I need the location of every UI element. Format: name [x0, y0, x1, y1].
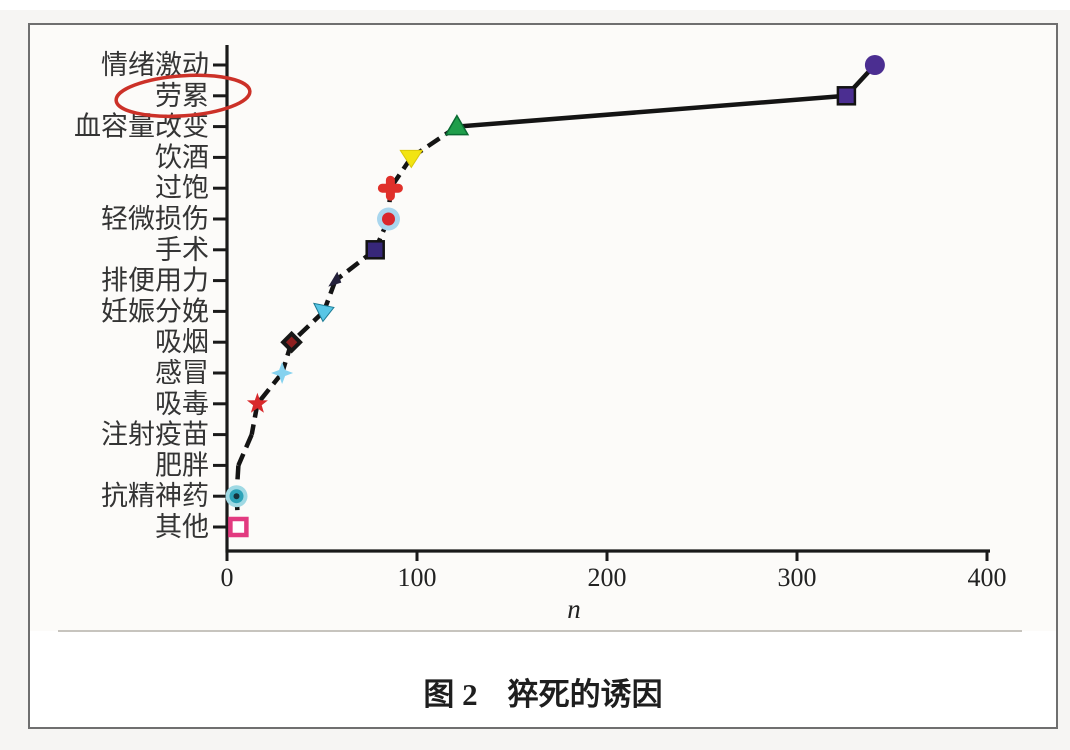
series-line-segment — [456, 93, 847, 129]
y-axis-label: 劳累 — [155, 81, 209, 111]
data-point-marker — [280, 330, 303, 354]
y-axis-label: 饮酒 — [155, 142, 209, 172]
y-axis-label: 手术 — [155, 235, 209, 265]
x-axis-tick-label: 200 — [588, 563, 627, 592]
data-point-marker — [228, 516, 249, 538]
series-line-segment — [236, 433, 254, 467]
y-axis-label: 过饱 — [155, 173, 209, 203]
series-line-segment — [255, 371, 284, 406]
y-axis-label: 感冒 — [155, 358, 209, 388]
x-axis-tick-label: 100 — [398, 563, 437, 592]
figure-caption: 图 2 猝死的诱因 — [30, 661, 1056, 721]
data-point-marker — [377, 207, 400, 231]
chart-area: 情绪激动 劳累 血容量改变 饮酒 过饱 轻微损伤 手术 排便用力 妊娠分娩 吸烟 感冒 吸毒 注射疫苗肥… — [30, 25, 1056, 633]
triggers-chart: 情绪激动劳累血容量改变饮酒过饱轻微损伤手术排便用力妊娠分娩吸烟感冒吸毒注射疫苗肥… — [30, 25, 1056, 632]
x-axis-tick-label: 0 — [221, 563, 234, 592]
plot-background — [30, 25, 1056, 631]
data-point-marker — [328, 271, 342, 287]
hand-drawn-ellipse-annotation — [114, 73, 252, 119]
y-axis-label: 注射疫苗 — [101, 420, 209, 450]
data-point-marker — [365, 240, 385, 260]
figure-frame: 情绪激动 劳累 血容量改变 饮酒 过饱 轻微损伤 手术 排便用力 妊娠分娩 吸烟 感冒 吸毒 注射疫苗肥… — [28, 23, 1058, 729]
data-point-marker — [246, 392, 268, 413]
y-axis-label: 轻微损伤 — [101, 204, 209, 234]
y-axis-label: 吸毒 — [155, 389, 209, 419]
x-axis-title: n — [567, 594, 581, 624]
y-axis-label: 妊娠分娩 — [101, 296, 209, 326]
data-point-marker — [399, 149, 424, 169]
data-point-marker — [377, 175, 403, 201]
y-axis-label: 肥胖 — [155, 450, 209, 480]
page-top-margin — [0, 0, 1070, 10]
y-axis-label: 吸烟 — [155, 327, 209, 357]
y-axis-label: 抗精神药 — [101, 481, 209, 511]
y-axis-label: 其他 — [155, 512, 209, 542]
x-axis-tick-label: 300 — [778, 563, 817, 592]
data-point-marker — [312, 302, 335, 323]
x-axis-tick-label: 400 — [968, 563, 1007, 592]
y-axis-label: 排便用力 — [101, 266, 209, 296]
series-line-segment — [290, 309, 326, 344]
figure-caption-title: 猝死的诱因 — [507, 676, 663, 712]
data-point-marker — [225, 485, 248, 508]
data-point-marker — [864, 55, 885, 75]
figure-caption-label: 图 2 — [423, 676, 478, 712]
data-point-marker — [444, 114, 470, 136]
data-point-marker — [836, 86, 857, 106]
data-point-marker — [271, 362, 294, 384]
